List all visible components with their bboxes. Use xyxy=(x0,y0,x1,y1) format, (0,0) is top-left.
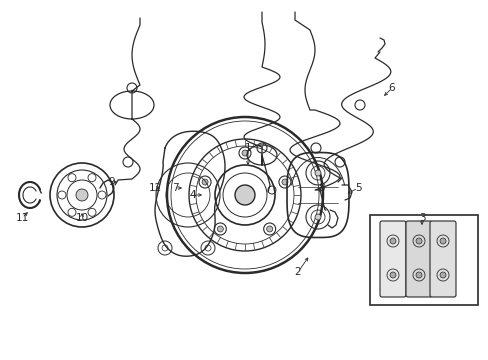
Circle shape xyxy=(76,189,88,201)
Circle shape xyxy=(314,170,320,176)
Text: 9: 9 xyxy=(108,177,115,187)
Text: 2: 2 xyxy=(294,267,301,277)
Text: 1: 1 xyxy=(244,143,251,153)
Text: 7: 7 xyxy=(171,183,178,193)
Text: 12: 12 xyxy=(148,183,162,193)
Text: 10: 10 xyxy=(75,213,88,223)
Text: 11: 11 xyxy=(15,213,29,223)
Text: 5: 5 xyxy=(354,183,361,193)
Circle shape xyxy=(202,179,207,185)
FancyBboxPatch shape xyxy=(405,221,431,297)
Circle shape xyxy=(314,214,320,220)
Circle shape xyxy=(242,150,247,156)
FancyBboxPatch shape xyxy=(429,221,455,297)
Circle shape xyxy=(389,272,395,278)
Text: 4: 4 xyxy=(189,190,196,200)
Circle shape xyxy=(415,238,421,244)
Circle shape xyxy=(235,185,254,205)
Text: 3: 3 xyxy=(418,213,425,223)
Circle shape xyxy=(266,226,272,232)
FancyBboxPatch shape xyxy=(379,221,405,297)
Circle shape xyxy=(389,238,395,244)
Circle shape xyxy=(439,238,445,244)
Text: 6: 6 xyxy=(388,83,394,93)
Text: 8: 8 xyxy=(318,183,325,193)
Circle shape xyxy=(415,272,421,278)
Circle shape xyxy=(217,226,223,232)
Circle shape xyxy=(439,272,445,278)
Bar xyxy=(369,215,477,305)
Circle shape xyxy=(282,179,287,185)
